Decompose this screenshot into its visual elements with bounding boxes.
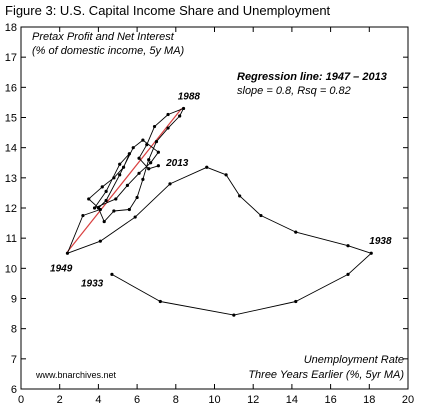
y-tick-label: 16 [5,82,17,94]
x-tick-label: 6 [134,394,140,406]
figure-title: Figure 3: U.S. Capital Income Share and … [5,3,331,18]
data-point [181,106,186,111]
data-point [238,194,242,198]
data-point [104,189,108,194]
data-point [149,161,153,165]
data-point [110,272,114,276]
regression-line [66,108,183,253]
y-tick-label: 9 [11,294,17,306]
series-line [66,107,372,316]
data-point [100,185,104,189]
data-point [205,165,209,169]
data-point [152,124,157,129]
ylabel-line-1: Pretax Profit and Net Interest [32,31,175,43]
year-annotation: 1988 [178,91,201,102]
data-point [92,206,97,210]
data-point [112,209,116,213]
data-point [137,156,141,160]
y-tick-label: 12 [5,203,17,215]
data-point [118,173,122,177]
x-tick-label: 20 [402,394,414,406]
data-point [346,244,350,248]
year-annotation: 1933 [81,278,104,289]
data-point [137,171,141,175]
data-point [114,197,118,201]
data-point [141,177,145,181]
data-point [118,162,122,166]
data-point [102,219,106,224]
source-label: www.bnarchives.net [35,370,117,380]
data-point [156,164,160,168]
data-point [158,299,162,304]
x-tick-label: 0 [18,394,24,406]
data-point [346,272,350,276]
y-tick-label: 8 [11,324,17,336]
x-tick-label: 12 [247,394,259,406]
data-point [369,251,373,255]
y-tick-label: 14 [5,143,17,155]
xlabel-line-2: Three Years Earlier (%, 5yr MA) [248,369,404,381]
data-point [178,114,182,118]
x-tick-label: 14 [286,394,298,406]
y-tick-label: 10 [5,263,17,275]
data-point [96,206,100,210]
data-point [294,230,298,234]
regression-title: Regression line: 1947 – 2013 [237,71,387,83]
data-point [131,146,135,150]
regression-stats: slope = 0.8, Rsq = 0.82 [237,85,351,97]
data-point [135,195,139,200]
data-point [166,112,170,117]
data-point [112,176,116,180]
data-point [127,152,131,156]
data-point [224,173,228,177]
y-tick-label: 15 [5,113,17,125]
data-point [125,183,130,187]
data-point [156,150,160,154]
data-point [127,207,131,212]
data-point [104,198,108,203]
x-tick-label: 2 [57,394,63,406]
data-point [232,313,236,317]
data-point [133,215,137,219]
data-point [259,213,263,218]
data-point [98,239,102,243]
y-tick-label: 13 [5,173,17,185]
xlabel-line-1: Unemployment Rate [304,354,404,366]
data-point [87,197,91,201]
x-tick-label: 8 [173,394,179,406]
y-tick-label: 7 [11,354,17,366]
data-point [65,251,70,255]
data-point [147,158,151,162]
x-tick-label: 10 [208,394,220,406]
data-point [81,213,85,218]
year-annotation: 2013 [165,158,189,169]
y-tick-label: 17 [5,52,17,64]
x-tick-label: 4 [95,394,101,406]
data-point [294,299,298,304]
y-tick-label: 6 [11,384,17,396]
data-point [168,182,172,186]
year-annotation: 1938 [369,236,392,247]
x-tick-label: 16 [324,394,336,406]
year-annotation: 1949 [50,263,73,274]
x-tick-label: 18 [363,394,375,406]
data-point [154,140,159,144]
data-point [121,165,126,169]
y-tick-label: 11 [6,233,17,245]
data-point [145,143,149,147]
data-point [147,167,151,171]
data-point [166,126,170,130]
ylabel-line-2: (% of domestic income, 5y MA) [32,45,185,57]
y-tick-label: 18 [5,22,17,34]
data-point [141,138,145,142]
